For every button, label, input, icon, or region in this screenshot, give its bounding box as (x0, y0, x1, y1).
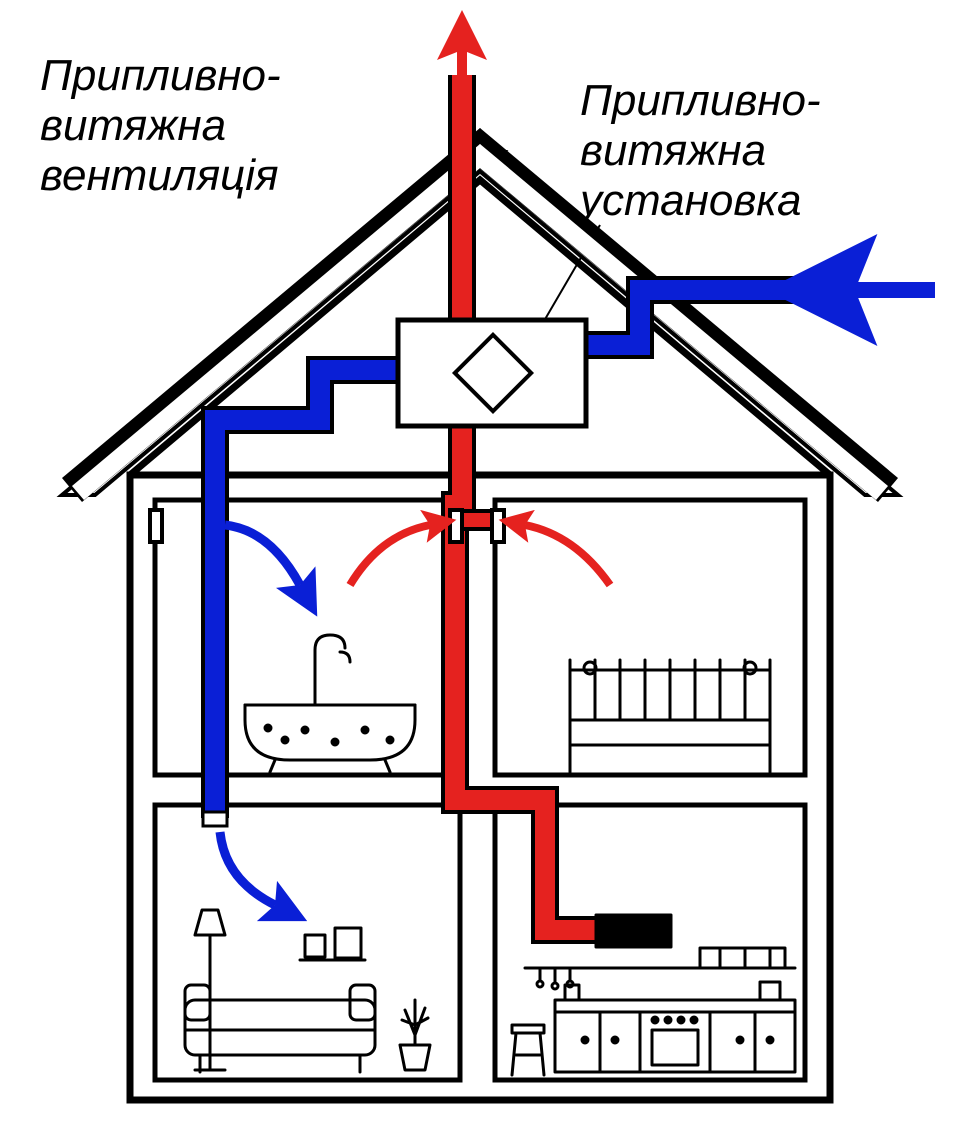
title-right: Припливно- витяжна установка (577, 76, 821, 225)
furniture (185, 635, 795, 1075)
supply-arrow-living (220, 832, 275, 905)
title-right-line1: Припливно- (580, 76, 821, 125)
hrv-unit (398, 320, 586, 426)
bathtub-icon (245, 635, 415, 772)
title-right-line3: установка (577, 176, 802, 225)
house-outline (62, 128, 898, 1100)
title-left-line2: витяжна (40, 101, 226, 150)
title-left-line1: Припливно- (40, 51, 281, 100)
title-right-line2: витяжна (580, 126, 766, 175)
title-left-line3: вентиляція (40, 151, 279, 200)
title-left: Припливно- витяжна вентиляція (40, 51, 281, 200)
exhaust-arrow-right (525, 525, 610, 585)
supply-arrow-bathroom (225, 525, 300, 585)
living-room-icon (185, 910, 430, 1072)
bed-icon (570, 660, 770, 772)
ventilation-diagram: Припливно- витяжна вентиляція Припливно-… (0, 0, 962, 1135)
exhaust-arrow-left (350, 525, 430, 585)
